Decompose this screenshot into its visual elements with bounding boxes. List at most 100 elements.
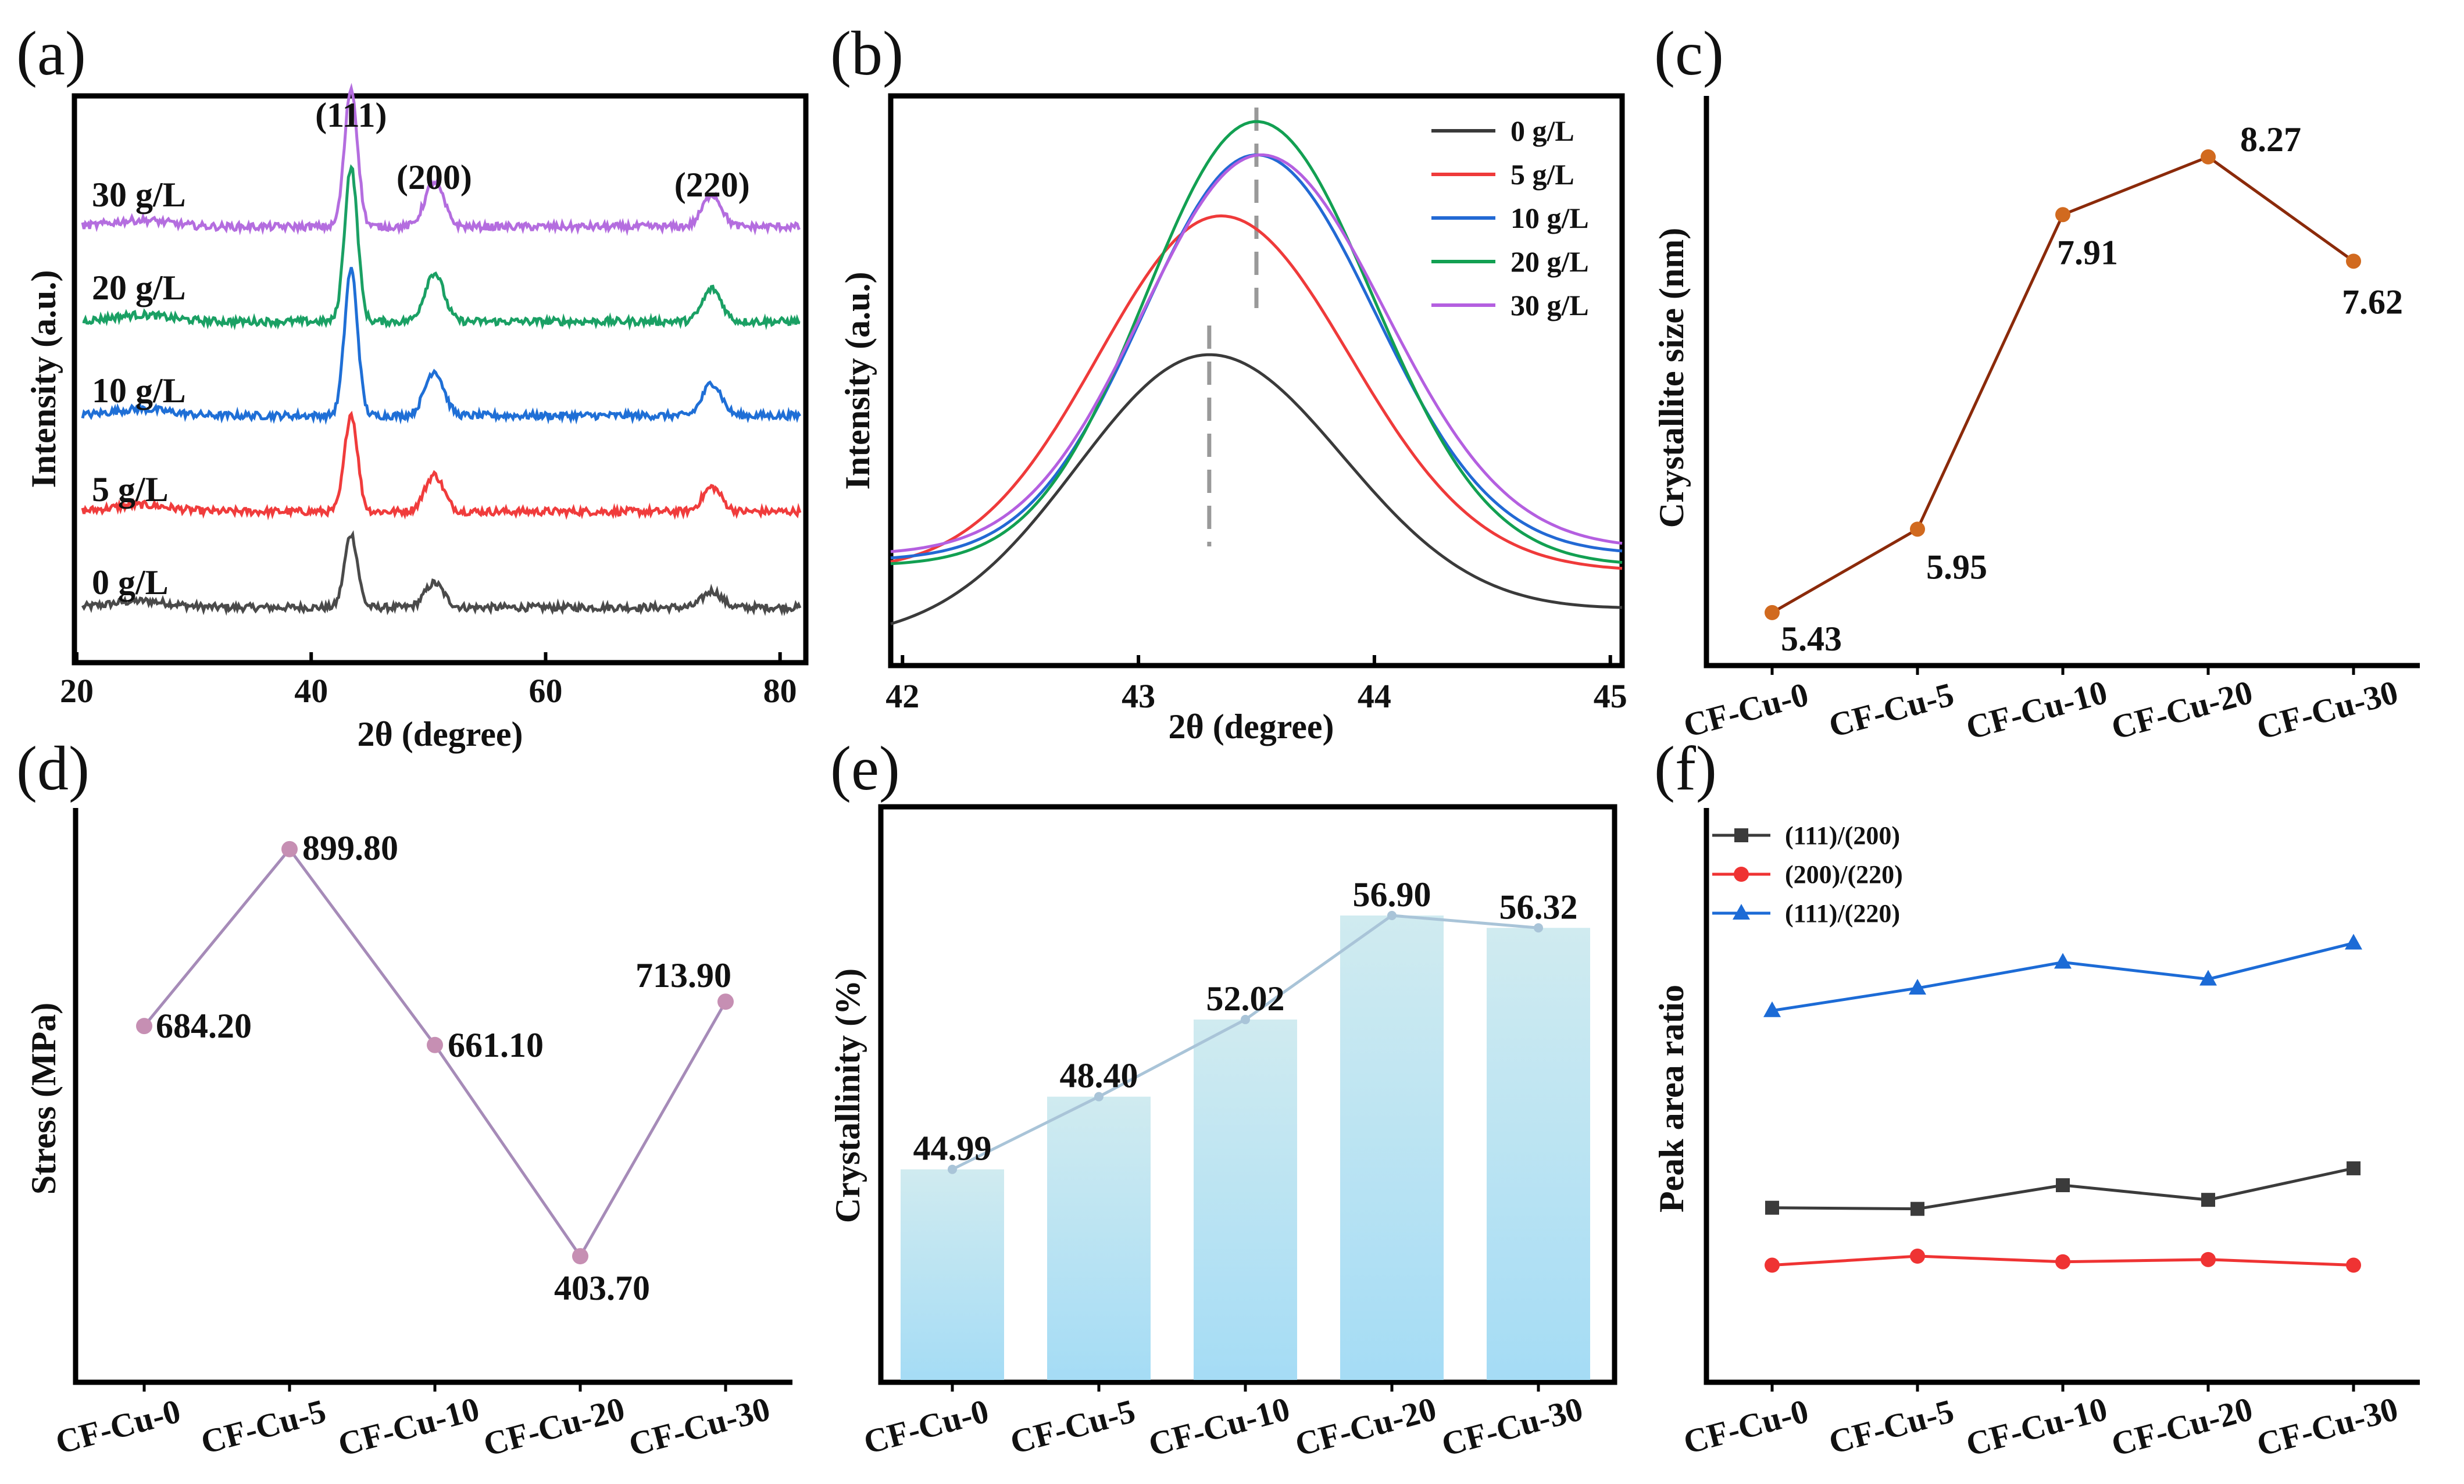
panel-c-marker [1765, 605, 1780, 620]
panel-f-marker [2199, 970, 2217, 986]
panel-e-bar [901, 1169, 1004, 1380]
panel-c-data-label: 7.91 [2057, 233, 2118, 271]
panel-a-xrd-patterns: 20 40 60 80 (111) (200) (220) 0 g/L 5 g/L 10 g/… [24, 83, 809, 753]
panel-a-x-tick-label: 40 [294, 672, 328, 710]
panel-c-marker [2055, 207, 2070, 223]
panel-f-x-tick-label: CF-Cu-10 [1962, 1390, 2111, 1464]
panel-f-peak-area-ratio: (111)/(200) (200)/(220) (111)/(220) CF-Cu-… [1652, 808, 2420, 1464]
panel-c-x-tick-label: CF-Cu-10 [1962, 673, 2111, 747]
panel-b-legend-label: 0 g/L [1510, 115, 1574, 147]
panel-c-data-label: 5.95 [1926, 548, 1987, 586]
panel-a-series-line-30-g-l [81, 83, 801, 237]
panel-a-series-line-5-g-l [81, 410, 802, 521]
panel-d-data-label: 713.90 [635, 956, 731, 995]
panel-f-marker [2347, 1161, 2361, 1175]
panel-b-legend: 0 g/L 5 g/L 10 g/L 20 g/L 30 g/L [1431, 115, 1589, 321]
panel-c-crystallite-size: 5.435.957.918.277.62 CF-Cu-0 CF-Cu-5 CF-Cu… [1652, 96, 2420, 747]
panel-f-legend-label: (111)/(220) [1785, 899, 1900, 928]
panel-a-peak-labels: (111) (200) (220) [315, 96, 750, 204]
panel-label-d: (d) [16, 734, 90, 803]
panel-d-x-tick-label: CF-Cu-10 [334, 1390, 483, 1464]
panel-b-x-ticks: 42 43 44 45 [885, 655, 1627, 715]
panel-f-marker [2201, 1251, 2216, 1267]
panel-e-data-label: 48.40 [1060, 1057, 1138, 1095]
panel-b-x-tick-label: 42 [885, 677, 919, 715]
panel-d-marker [572, 1248, 588, 1265]
panel-label-f: (f) [1654, 734, 1717, 803]
panel-f-marker [2056, 1178, 2070, 1192]
panel-c-x-tick-label: CF-Cu-0 [1680, 675, 1812, 744]
panel-d-data-label: 403.70 [554, 1269, 650, 1307]
panel-e-bar [1047, 1096, 1151, 1380]
panel-a-x-tick-label: 80 [763, 672, 797, 710]
panel-f-marker [1765, 1200, 1779, 1215]
panel-e-marker [948, 1164, 957, 1174]
panel-f-series-group [1763, 934, 2362, 1273]
panel-d-marker [281, 841, 298, 857]
panel-c-x-tick-label: CF-Cu-5 [1825, 675, 1958, 744]
panel-d-data-label: 684.20 [156, 1007, 252, 1045]
panel-b-legend-label: 5 g/L [1510, 158, 1574, 191]
panel-d-data-label: 661.10 [448, 1026, 544, 1064]
panel-e-data-label: 56.90 [1353, 875, 1431, 914]
panel-f-x-tick-label: CF-Cu-20 [2108, 1390, 2256, 1464]
panel-b-x-tick-label: 43 [1122, 677, 1155, 715]
panel-f-y-axis-label: Peak area ratio [1652, 985, 1691, 1213]
panel-e-x-tick-label: CF-Cu-30 [1438, 1390, 1587, 1464]
panel-f-marker [2345, 934, 2362, 950]
panel-c-marker [1910, 521, 1925, 537]
panel-a-series-label: 20 g/L [92, 269, 186, 307]
panel-label-a: (a) [16, 19, 86, 88]
panel-f-marker [2055, 1254, 2070, 1270]
panel-c-data-label: 8.27 [2240, 120, 2301, 159]
panel-b-legend-label: 10 g/L [1510, 202, 1589, 234]
panel-f-legend: (111)/(200) (200)/(220) (111)/(220) [1712, 821, 1903, 928]
panel-e-marker [1241, 1014, 1250, 1024]
panel-a-x-ticks: 20 40 60 80 [60, 652, 797, 710]
panel-f-legend-marker [1734, 828, 1748, 842]
panel-b-legend-label: 30 g/L [1510, 289, 1589, 321]
panel-label-c: (c) [1654, 19, 1724, 88]
panel-b-zoomed-111-peak: 42 43 44 45 0 g/L 5 g/L 10 g/L 20 g/L 30 g/L 2θ… [838, 93, 1627, 746]
panel-f-legend-marker [1734, 867, 1749, 882]
panel-f-marker [2054, 953, 2072, 969]
panel-b-frame [888, 93, 1625, 668]
panel-b-dashed-markers [1207, 108, 1259, 546]
panel-d-marker [427, 1036, 443, 1053]
panel-a-x-tick-label: 20 [60, 672, 94, 710]
panel-f-legend-label: (111)/(200) [1785, 821, 1900, 850]
panel-a-series-label: 0 g/L [92, 563, 169, 602]
panel-c-line-group: 5.43 5.95 7.91 8.27 7.62 [1765, 120, 2403, 658]
panel-a-series-line-0-g-l [81, 530, 802, 617]
panel-b-x-axis-label: 2θ (degree) [1168, 707, 1334, 746]
panel-f-marker [2346, 1257, 2361, 1273]
panel-a-series-line-10-g-l [81, 267, 802, 425]
panel-a-series-label: 5 g/L [92, 470, 169, 509]
panel-a-series-label: 30 g/L [92, 176, 186, 214]
panel-c-series-line [1771, 155, 2355, 614]
panel-d-x-tick-label: CF-Cu-20 [480, 1390, 629, 1464]
panel-e-x-tick-label: CF-Cu-10 [1145, 1390, 1294, 1464]
panel-a-series-label: 10 g/L [92, 371, 186, 410]
panel-e-bar [1487, 928, 1590, 1380]
panel-f-marker [1911, 1201, 1924, 1216]
panel-e-data-label: 56.32 [1499, 888, 1578, 926]
panel-a-x-tick-label: 60 [528, 672, 562, 710]
panel-a-y-axis-label: Intensity (a.u.) [24, 270, 63, 488]
panel-a-frame [72, 93, 809, 666]
panel-d-x-tick-label: CF-Cu-30 [625, 1390, 774, 1464]
panel-f-marker [1910, 1249, 1925, 1264]
panel-e-marker [1387, 911, 1397, 920]
panel-b-series-line-0-g-l [890, 353, 1623, 625]
panel-f-axes [1704, 808, 2420, 1385]
panel-a-series-group [81, 83, 802, 617]
panel-c-data-label: 7.62 [2342, 283, 2403, 321]
panel-a-peak-label: (220) [674, 166, 750, 204]
panel-f-x-tick-label: CF-Cu-5 [1825, 1392, 1958, 1461]
panel-f-x-tick-label: CF-Cu-30 [2253, 1390, 2402, 1464]
panel-a-series-line-20-g-l [82, 164, 801, 331]
